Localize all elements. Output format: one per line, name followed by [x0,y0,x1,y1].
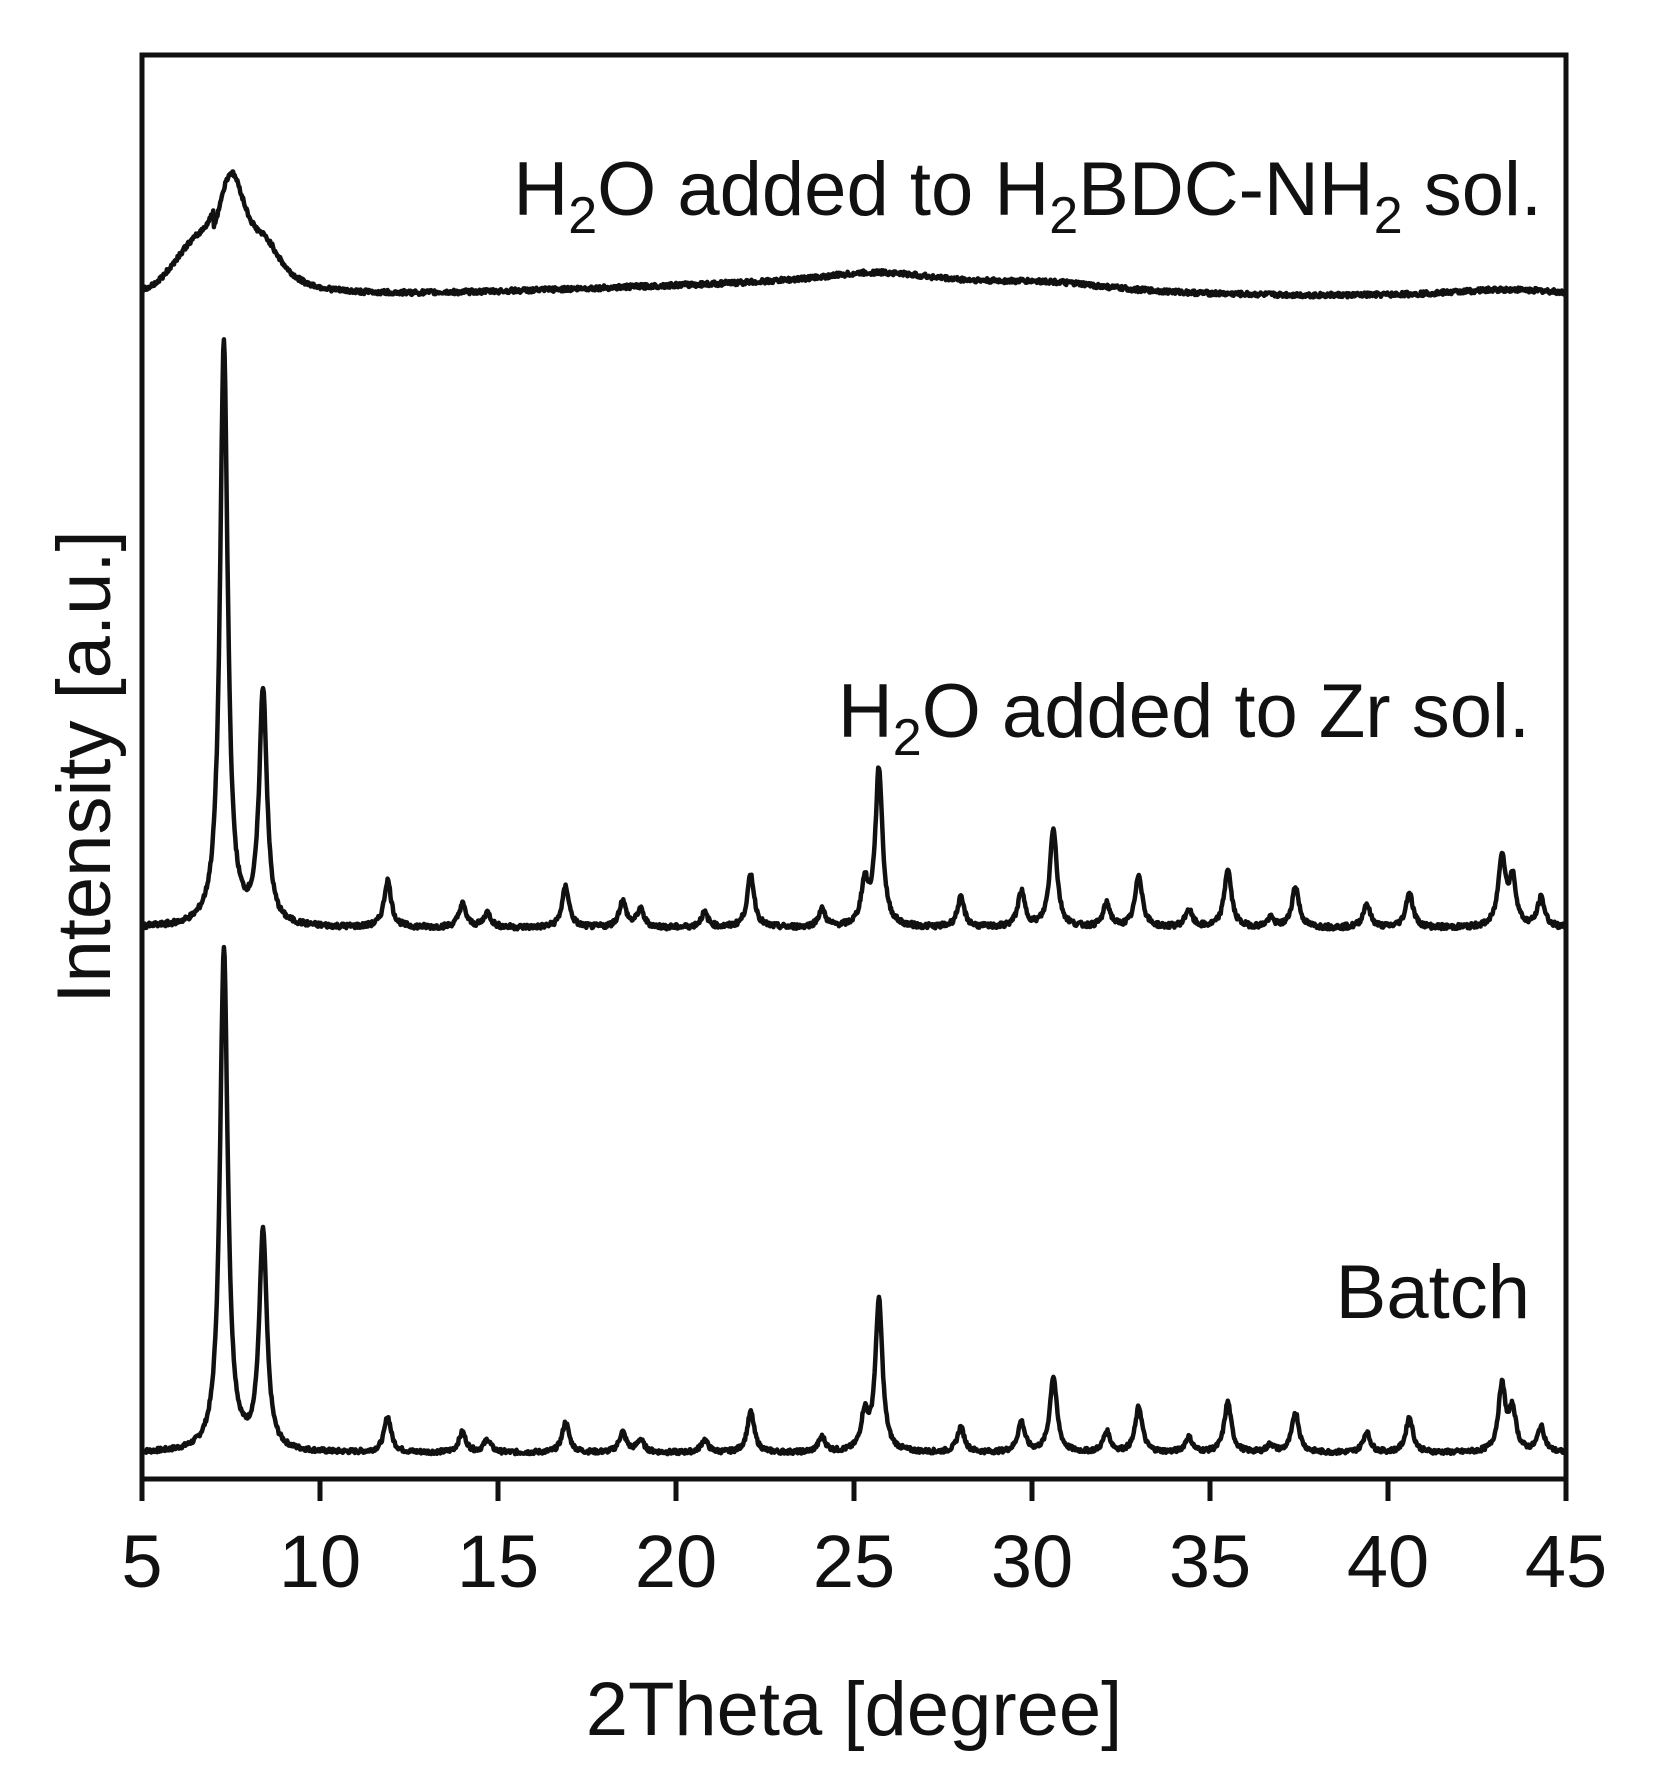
y-axis-title: Intensity [a.u.] [42,530,127,1003]
series-line-2 [140,169,1569,300]
series-label-2: H2O added to H2BDC-NH2 sol. [513,147,1542,245]
x-tick-label: 45 [1525,1520,1607,1603]
x-tick-label: 15 [457,1520,539,1603]
x-axis-ticks: 5 10 15 20 25 30 35 40 45 [121,1479,1607,1603]
series-traces [140,169,1569,1457]
x-tick-label: 25 [813,1520,895,1603]
series-labels: Batch H2O added to Zr sol. H2O added to H2… [513,147,1542,1335]
series-label-0: Batch [1336,1250,1530,1335]
x-tick-label: 20 [635,1520,717,1603]
series-label-1: H2O added to Zr sol. [838,669,1530,767]
x-tick-label: 40 [1347,1520,1429,1603]
series-line-1 [140,337,1568,932]
series-line-0 [140,944,1569,1457]
x-tick-label: 35 [1169,1520,1251,1603]
x-tick-label: 5 [121,1520,162,1603]
x-axis-title: 2Theta [degree] [586,1667,1123,1752]
x-tick-label: 10 [279,1520,361,1603]
x-tick-label: 30 [991,1520,1073,1603]
